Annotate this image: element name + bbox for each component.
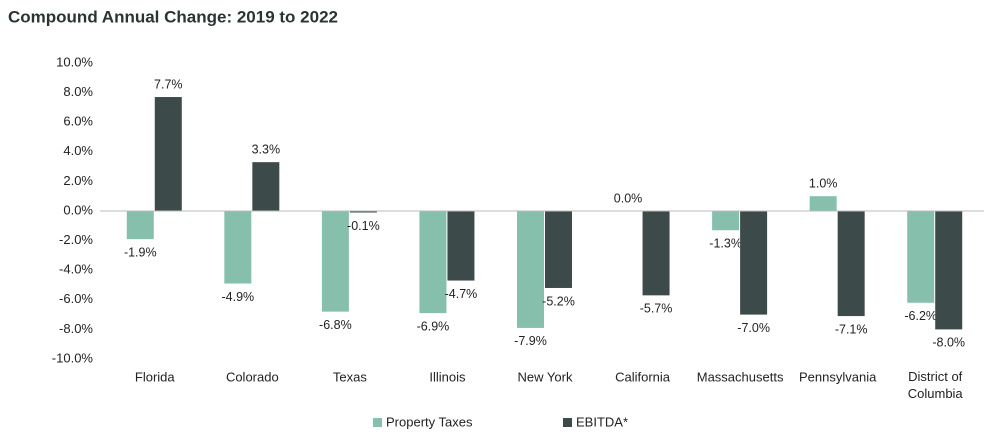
bar	[126, 211, 154, 240]
legend-swatch	[563, 418, 572, 427]
y-tick-label: 2.0%	[63, 173, 93, 188]
x-tick-label: California	[615, 369, 671, 384]
value-label: -5.2%	[542, 294, 575, 308]
x-tick-label: Illinois	[429, 369, 466, 384]
value-label: 7.7%	[154, 77, 183, 91]
value-label: 1.0%	[809, 176, 838, 190]
y-tick-label: -10.0%	[52, 350, 94, 365]
value-label: -1.3%	[709, 237, 742, 251]
bar	[740, 211, 768, 315]
value-label: -6.8%	[319, 318, 352, 332]
bar	[809, 196, 837, 211]
legend-label: Property Taxes	[386, 414, 473, 429]
value-label: -6.9%	[417, 319, 450, 333]
value-label: -1.9%	[124, 245, 157, 259]
bar	[224, 211, 252, 284]
value-label: -7.1%	[835, 322, 868, 336]
y-tick-label: -2.0%	[59, 232, 93, 247]
value-label: 0.0%	[614, 191, 643, 205]
x-tick-label: New York	[518, 369, 573, 384]
value-label: -4.9%	[222, 290, 255, 304]
legend-swatch	[373, 418, 382, 427]
value-label: -7.9%	[514, 334, 547, 348]
x-tick-label: District of Columbia	[908, 369, 964, 401]
y-tick-label: 10.0%	[56, 54, 93, 69]
bar	[935, 211, 963, 330]
bar	[545, 211, 572, 288]
y-tick-label: -4.0%	[59, 262, 93, 277]
y-tick-label: 4.0%	[63, 143, 93, 158]
value-label: -4.7%	[445, 287, 478, 301]
value-label: -0.1%	[347, 219, 380, 233]
value-label: -6.2%	[904, 309, 937, 323]
bar	[154, 97, 182, 211]
x-tick-label: Massachusetts	[697, 369, 784, 384]
y-tick-label: 8.0%	[63, 84, 93, 99]
bar	[907, 211, 935, 303]
y-tick-label: -8.0%	[59, 321, 93, 336]
bar	[252, 162, 280, 211]
y-tick-label: 6.0%	[63, 114, 93, 129]
legend-label: EBITDA*	[576, 414, 628, 429]
x-tick-label: Pennsylvania	[799, 369, 877, 384]
bar	[837, 211, 865, 317]
bar	[517, 211, 544, 328]
bar	[321, 211, 349, 312]
value-label: 3.3%	[252, 142, 281, 156]
bar	[642, 211, 670, 296]
value-label: -7.0%	[737, 321, 770, 335]
y-tick-label: 0.0%	[63, 202, 93, 217]
value-label: -5.7%	[640, 302, 673, 316]
x-tick-label: Florida	[135, 369, 176, 384]
y-tick-label: -6.0%	[59, 291, 93, 306]
x-tick-label: Texas	[333, 369, 367, 384]
bar	[349, 211, 377, 213]
chart-title: Compound Annual Change: 2019 to 2022	[8, 7, 338, 26]
value-label: -8.0%	[932, 336, 965, 350]
bar	[419, 211, 447, 314]
bar	[447, 211, 475, 281]
x-tick-label: Colorado	[226, 369, 279, 384]
bar	[712, 211, 740, 231]
